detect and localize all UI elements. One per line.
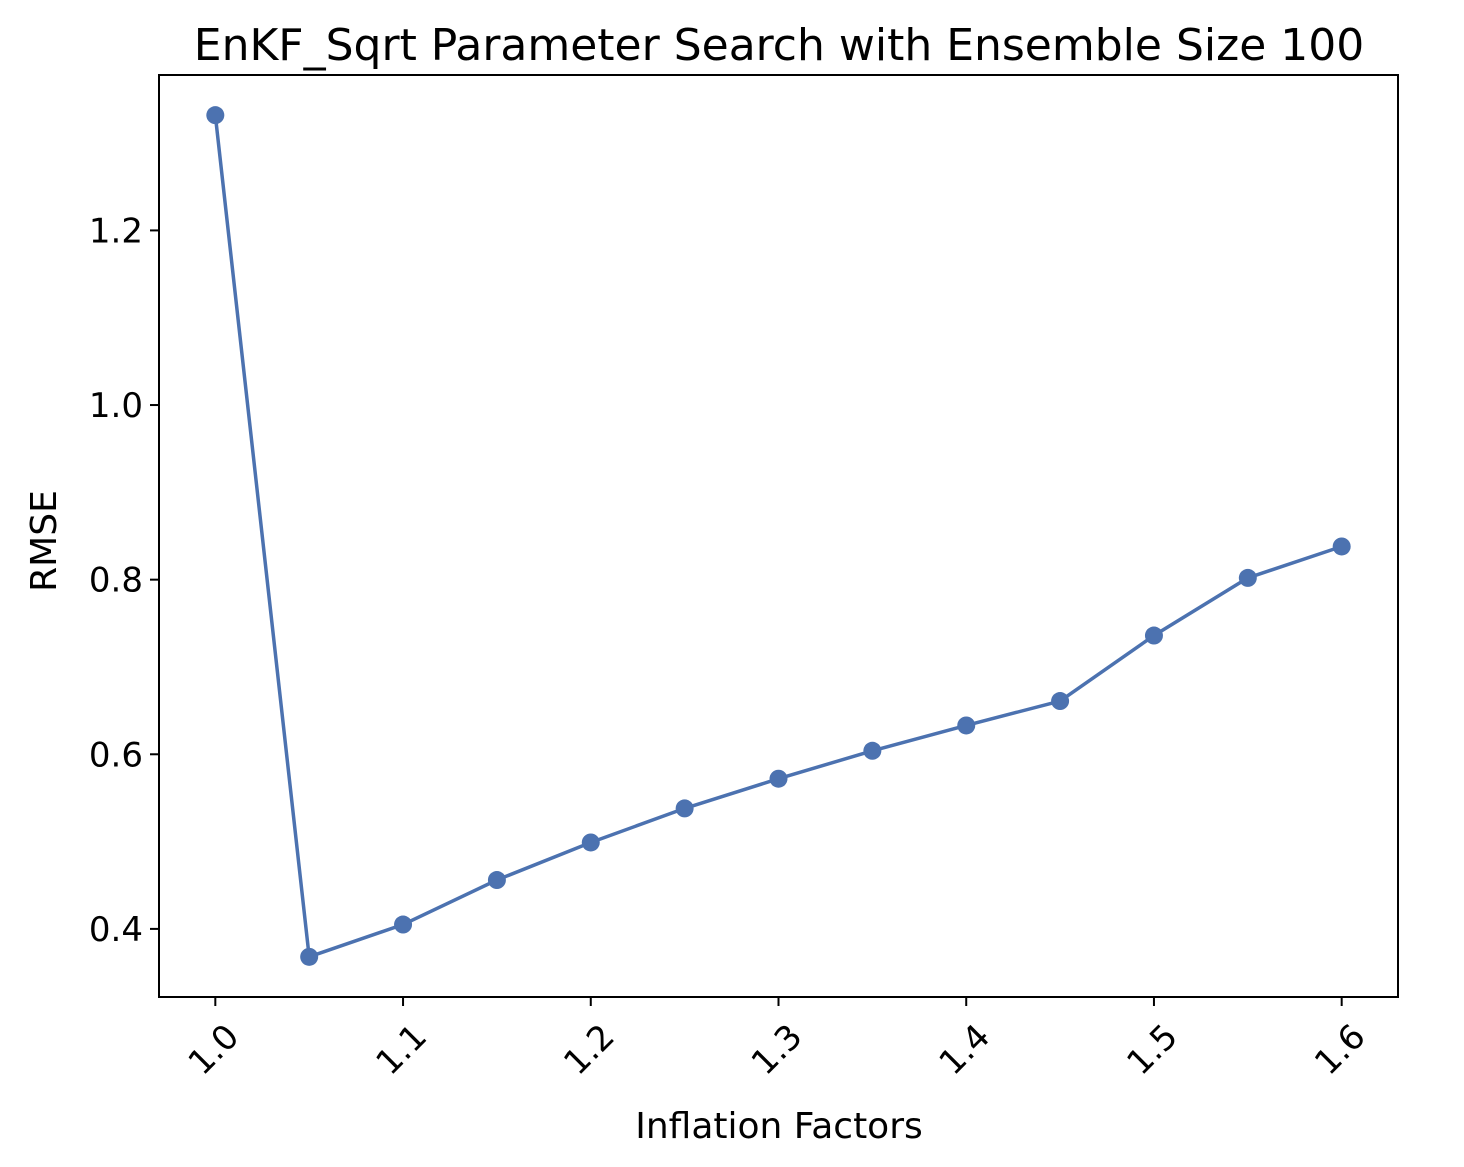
data-point [863,741,882,760]
y-tick-label: 0.6 [89,735,143,775]
x-tick-label: 1.1 [368,1017,435,1084]
x-tick-label: 1.2 [556,1017,623,1084]
x-tick-label: 1.4 [932,1017,999,1084]
data-point [206,106,225,125]
y-axis-label: RMSE [24,490,65,592]
y-tick-label: 1.2 [89,211,143,251]
x-tick-label: 1.3 [744,1017,811,1084]
data-point [1238,568,1257,587]
data-point [957,716,976,735]
series-line [213,114,1343,959]
data-point [487,871,506,890]
data-point [394,915,413,934]
y-tick-label: 0.8 [89,561,143,601]
x-axis-label: Inflation Factors [635,1106,923,1147]
y-tick-label: 0.4 [89,910,143,950]
y-tick-label: 1.0 [89,386,143,426]
data-point [1051,692,1070,711]
data-point [769,769,788,788]
plot-frame [158,74,1399,998]
x-tick-label: 1.5 [1119,1017,1186,1084]
data-point [1332,537,1351,556]
data-point [675,799,694,818]
data-point [581,833,600,852]
chart-title: EnKF_Sqrt Parameter Search with Ensemble… [194,20,1364,71]
y-axis: 0.4 0.6 0.8 1.0 1.2 [89,211,159,950]
x-axis: 1.0 1.1 1.2 1.3 1.4 1.5 1.6 [181,997,1374,1083]
data-point [1144,626,1163,645]
x-tick-label: 1.6 [1307,1017,1374,1084]
x-tick-label: 1.0 [181,1017,248,1084]
data-point [300,947,319,966]
series-layer [206,106,1351,966]
